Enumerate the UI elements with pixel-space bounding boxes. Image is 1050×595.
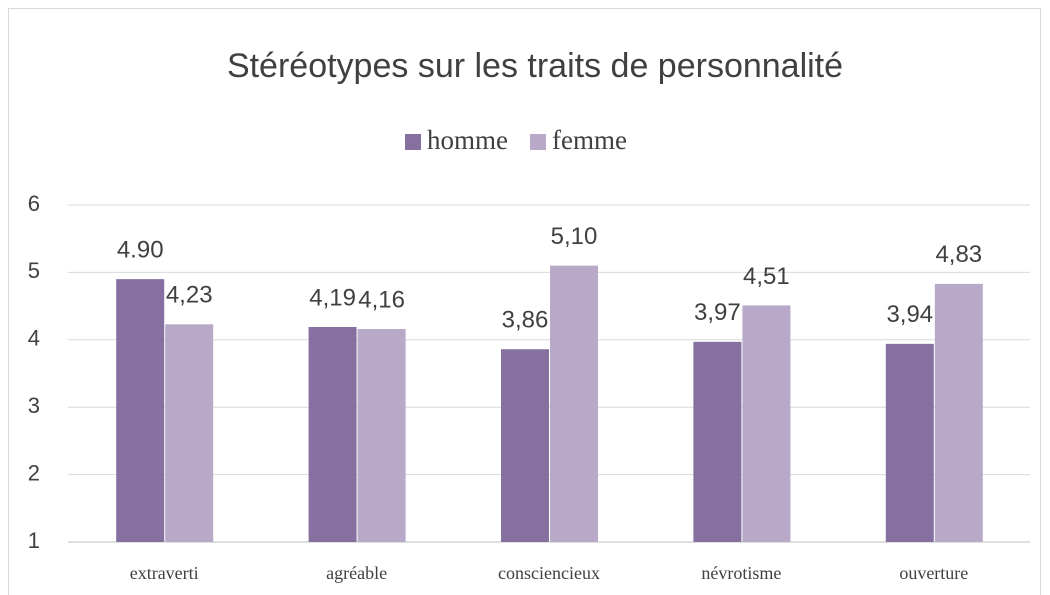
bar — [742, 305, 791, 542]
y-tick-label: 5 — [28, 258, 40, 283]
y-tick-label: 4 — [28, 326, 40, 351]
bar — [357, 329, 406, 542]
y-tick-label: 1 — [28, 528, 40, 553]
x-tick-label: névrotisme — [701, 563, 781, 583]
y-tick-label: 3 — [28, 393, 40, 418]
legend-label: homme — [427, 125, 508, 155]
bar — [165, 324, 214, 542]
bar — [934, 283, 983, 542]
x-tick-label: agréable — [326, 563, 387, 583]
bar — [693, 341, 742, 542]
data-label: 4,83 — [935, 241, 982, 268]
bar — [308, 326, 357, 542]
data-label: 4.90 — [117, 236, 164, 263]
x-tick-label: ouverture — [899, 563, 968, 583]
x-tick-label: consciencieux — [498, 563, 600, 583]
legend-label: femme — [552, 125, 627, 155]
data-label: 3,94 — [886, 301, 933, 328]
bar — [501, 349, 549, 542]
legend-swatch — [530, 134, 546, 150]
legend-swatch — [405, 134, 421, 150]
data-label: 3,97 — [694, 299, 741, 326]
bar — [550, 265, 598, 542]
data-label: 3,86 — [502, 307, 549, 334]
data-label: 4,16 — [358, 286, 405, 313]
y-tick-label: 2 — [28, 460, 40, 485]
x-tick-label: extraverti — [130, 563, 199, 583]
data-label: 4,51 — [743, 263, 790, 290]
chart-title: Stéréotypes sur les traits de personnali… — [227, 47, 843, 85]
bar — [885, 343, 934, 542]
data-label: 5,10 — [551, 223, 598, 250]
bar — [116, 279, 165, 542]
data-label: 4,23 — [166, 282, 213, 309]
y-tick-label: 6 — [28, 191, 40, 216]
data-label: 4,19 — [309, 284, 356, 311]
